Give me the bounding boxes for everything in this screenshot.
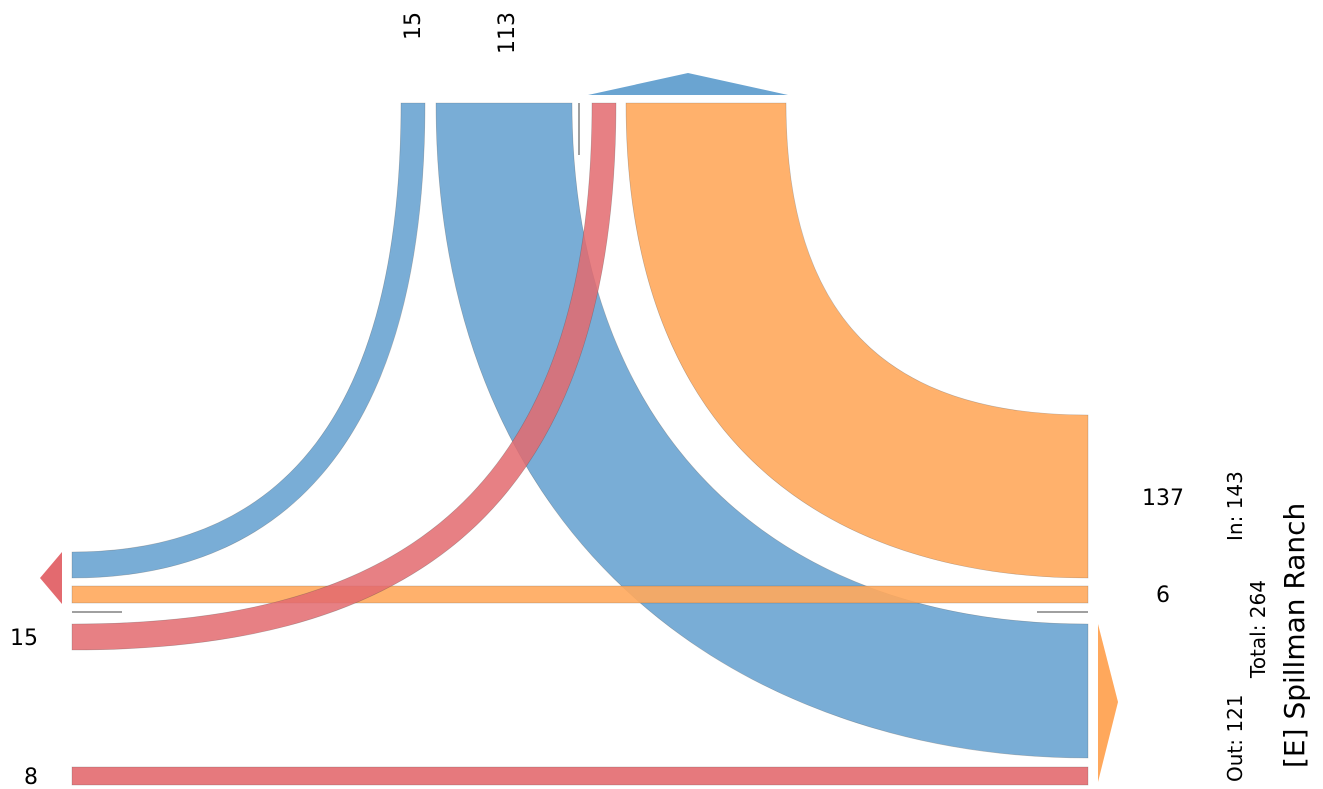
arrows (40, 73, 1118, 782)
grand-total-label: Total: 264 (1246, 580, 1270, 679)
flow-orange-top-to-right (625, 102, 1089, 579)
top-outflow-arrow (588, 73, 788, 95)
label-top-b: 113 (495, 12, 520, 54)
flow-red-left-to-top (71, 102, 617, 651)
label-right-b: 6 (1156, 583, 1170, 608)
flow-bands (71, 102, 1089, 786)
right-outflow-arrow (1098, 624, 1118, 782)
flow-red-bottom (71, 766, 1089, 786)
label-top-a: 15 (401, 12, 426, 40)
label-left-b: 8 (24, 765, 38, 789)
flow-orange-left-to-right (71, 585, 1089, 604)
value-labels: 15 113 137 6 15 8 (10, 12, 1184, 789)
separator-ticks (72, 103, 1088, 613)
left-outflow-arrow (40, 552, 62, 604)
flow-blue-top-to-left (71, 102, 426, 579)
chart-title: [E] Spillman Ranch (1278, 503, 1311, 768)
side-annotations: In: 143 Total: 264 Out: 121 [E] Spillman… (1223, 471, 1311, 782)
label-left-a: 15 (10, 626, 38, 651)
out-total-label: Out: 121 (1223, 694, 1247, 782)
label-right-a: 137 (1142, 486, 1184, 511)
in-total-label: In: 143 (1223, 471, 1247, 541)
